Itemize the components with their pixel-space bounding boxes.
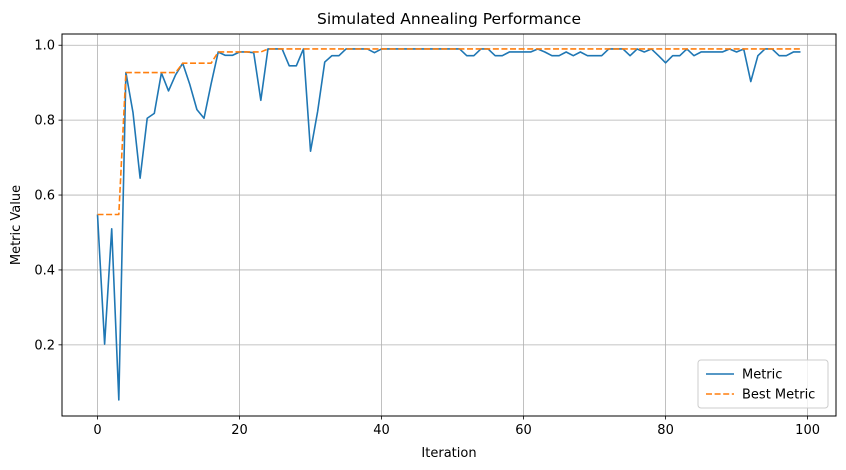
series-line-best-metric xyxy=(97,48,801,216)
series-line-metric xyxy=(96,48,801,401)
axis-ticks: 0 20 40 60 80 100 0.2 0.4 0.6 0.8 1.0 xyxy=(34,39,820,438)
legend: Metric Best Metric xyxy=(697,359,829,409)
legend-label: Best Metric xyxy=(742,388,815,403)
series-layer xyxy=(96,48,801,401)
chart-title: Simulated Annealing Performance xyxy=(317,10,581,28)
plot-frame xyxy=(61,33,837,417)
y-axis-label: Metric Value xyxy=(9,185,24,265)
legend-box xyxy=(697,359,829,409)
x-tick-label: 60 xyxy=(515,423,532,438)
x-tick-label: 0 xyxy=(93,423,101,438)
x-axis-label: Iteration xyxy=(421,446,476,461)
x-tick-label: 100 xyxy=(795,423,820,438)
x-tick-label: 40 xyxy=(373,423,390,438)
x-tick-label: 20 xyxy=(231,423,248,438)
y-tick-label: 0.4 xyxy=(34,263,55,278)
y-tick-label: 0.2 xyxy=(34,338,55,353)
grid-lines xyxy=(62,34,836,416)
y-tick-label: 1.0 xyxy=(34,39,55,54)
x-tick-label: 80 xyxy=(657,423,674,438)
legend-label: Metric xyxy=(742,368,782,383)
y-tick-label: 0.6 xyxy=(34,189,55,204)
y-tick-label: 0.8 xyxy=(34,114,55,129)
